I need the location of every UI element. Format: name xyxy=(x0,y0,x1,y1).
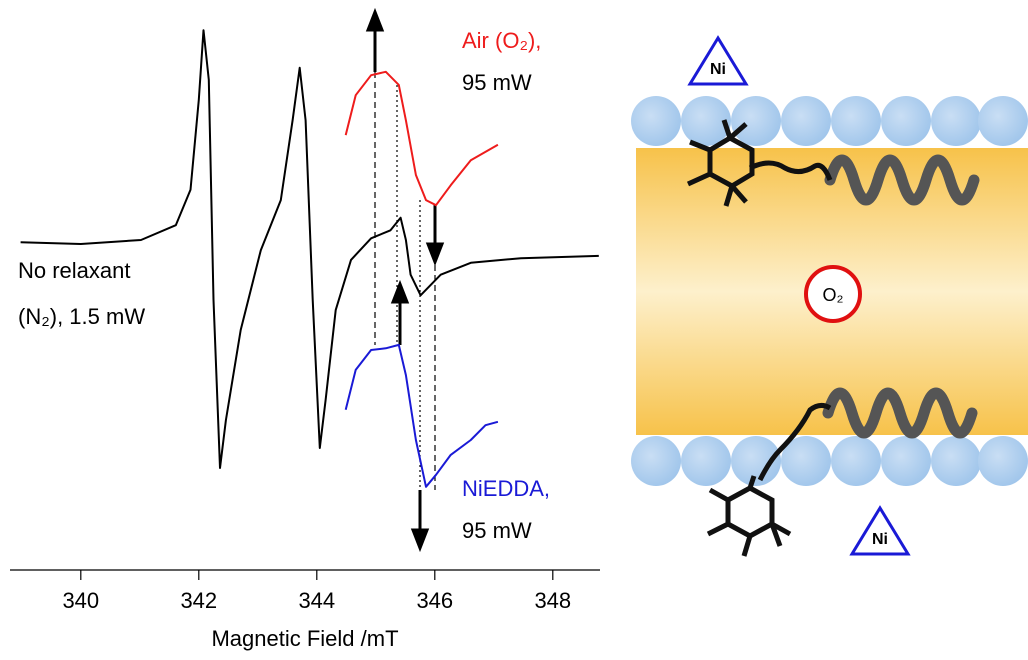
ni-label: Ni xyxy=(872,531,888,548)
x-tick-label: 340 xyxy=(62,588,99,613)
legend-label: Air (O₂), xyxy=(462,28,541,53)
x-tick-label: 342 xyxy=(180,588,217,613)
guides xyxy=(375,72,435,490)
ni-label: Ni xyxy=(710,61,726,78)
arrows xyxy=(368,12,442,548)
trace xyxy=(21,30,599,468)
legend-power: (N₂), 1.5 mW xyxy=(18,304,145,329)
o2-label: O₂ xyxy=(823,285,844,305)
x-tick-label: 346 xyxy=(416,588,453,613)
x-tick-label: 344 xyxy=(298,588,335,613)
x-tick-label: 348 xyxy=(534,588,571,613)
legend-power: 95 mW xyxy=(462,518,532,543)
membrane-diagram: Ni Ni O₂ xyxy=(631,38,1028,556)
x-axis-label: Magnetic Field /mT xyxy=(211,626,398,651)
legend-label: No relaxant xyxy=(18,258,131,283)
legend-label: NiEDDA, xyxy=(462,476,550,501)
figure: Ni Ni O₂ Magnetic Field /mT 340 342 344 346… xyxy=(0,0,1028,655)
legend-power: 95 mW xyxy=(462,70,532,95)
trace xyxy=(346,345,498,487)
